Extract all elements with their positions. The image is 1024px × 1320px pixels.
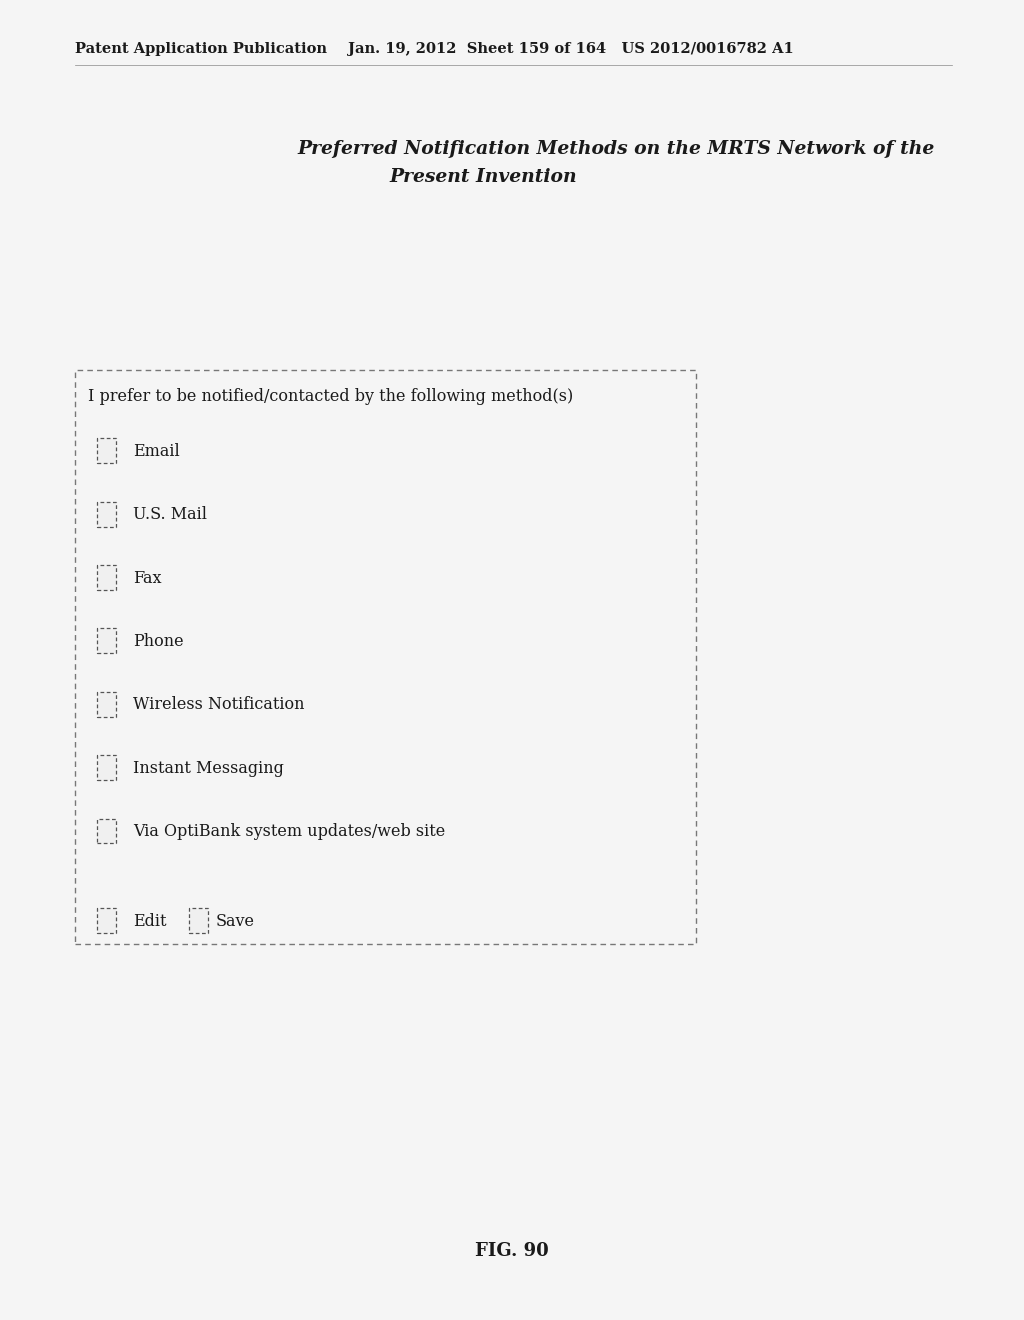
Text: Jan. 19, 2012  Sheet 159 of 164   US 2012/0016782 A1: Jan. 19, 2012 Sheet 159 of 164 US 2012/0…	[348, 42, 794, 55]
Text: FIG. 90: FIG. 90	[475, 1242, 549, 1261]
Bar	[97, 692, 116, 717]
Text: I prefer to be notified/contacted by the following method(s): I prefer to be notified/contacted by the…	[88, 388, 573, 404]
Text: Email: Email	[133, 444, 180, 459]
Text: Fax: Fax	[133, 570, 162, 586]
Bar	[97, 755, 116, 780]
Bar	[97, 502, 116, 527]
Text: Save: Save	[216, 913, 255, 929]
Bar	[97, 565, 116, 590]
Text: Via OptiBank system updates/web site: Via OptiBank system updates/web site	[133, 824, 445, 840]
Bar	[97, 628, 116, 653]
Text: Instant Messaging: Instant Messaging	[133, 760, 284, 776]
Text: Preferred Notification Methods on the MRTS Network of the: Preferred Notification Methods on the MR…	[297, 140, 934, 158]
Text: Phone: Phone	[133, 634, 183, 649]
Text: Present Invention: Present Invention	[389, 168, 577, 186]
Bar	[97, 438, 116, 463]
Bar	[75, 370, 696, 944]
Text: Wireless Notification: Wireless Notification	[133, 697, 304, 713]
Bar	[189, 908, 208, 933]
Bar	[97, 818, 116, 843]
Bar	[97, 908, 116, 933]
Text: Patent Application Publication: Patent Application Publication	[75, 42, 327, 55]
Text: Edit: Edit	[133, 913, 167, 929]
Text: U.S. Mail: U.S. Mail	[133, 507, 207, 523]
